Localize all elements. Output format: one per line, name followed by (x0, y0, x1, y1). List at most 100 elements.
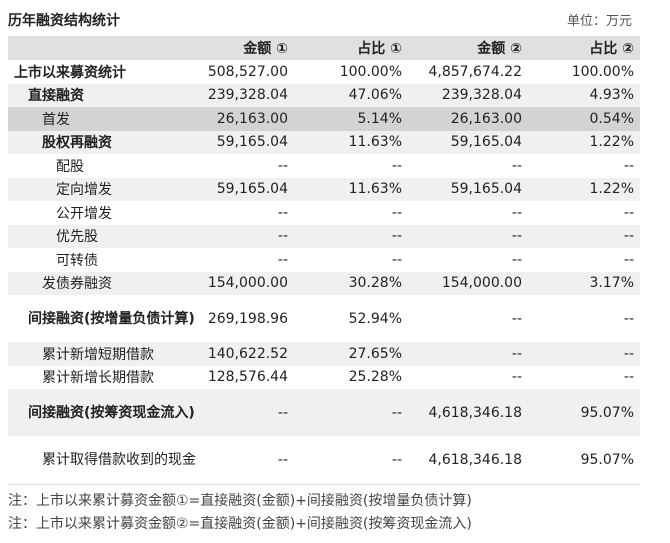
ratio-2-cell: -- (623, 251, 634, 268)
amount-1-cell: 269,198.96 (207, 310, 288, 327)
table-row: 累计新增长期借款 128,576.44 25.28% -- -- (8, 366, 640, 390)
row-label: 上市以来募资统计 (14, 64, 126, 81)
amount-2-cell: -- (511, 345, 522, 362)
amount-1-cell: 140,622.52 (207, 345, 288, 362)
row-label: 发债券融资 (42, 276, 112, 293)
footnote-1: 注：上市以来累计募资金额①=直接融资(金额)+间接融资(按增量负债计算) (8, 493, 472, 509)
amount-2-cell: 4,618,346.18 (428, 451, 522, 468)
ratio-1-cell: 47.06% (348, 87, 402, 104)
amount-2-cell: 154,000.00 (441, 275, 522, 292)
table-row-highlighted: 首发 26,163.00 5.14% 26,163.00 0.54% (8, 107, 640, 131)
amount-1-cell: -- (277, 228, 288, 245)
row-label: 配股 (56, 158, 84, 175)
column-header-ratio-1: 占比 ① (357, 41, 402, 57)
amount-1-cell: -- (277, 451, 288, 468)
ratio-1-cell: 25.28% (348, 369, 402, 386)
table-row: 上市以来募资统计 508,527.00 100.00% 4,857,674.22… (8, 60, 640, 84)
financing-structure-table: 金额 ① 占比 ① 金额 ② 占比 ② 上市以来募资统计 508,527.00 … (8, 36, 640, 483)
row-label: 股权再融资 (42, 135, 112, 152)
amount-2-cell: 4,618,346.18 (428, 404, 522, 421)
ratio-1-cell: 27.65% (348, 345, 402, 362)
ratio-2-cell: 4.93% (589, 87, 634, 104)
ratio-1-cell: -- (391, 451, 402, 468)
row-label: 间接融资(按筹资现金流入) (28, 404, 195, 421)
amount-1-cell: -- (277, 157, 288, 174)
ratio-1-cell: -- (391, 228, 402, 245)
amount-2-cell: -- (511, 157, 522, 174)
ratio-2-cell: 95.07% (580, 404, 634, 421)
ratio-1-cell: 100.00% (339, 63, 402, 80)
ratio-2-cell: -- (623, 228, 634, 245)
amount-1-cell: -- (277, 404, 288, 421)
row-label: 间接融资(按增量负债计算) (28, 310, 195, 327)
ratio-2-cell: 1.22% (589, 134, 634, 151)
amount-1-cell: 508,527.00 (207, 63, 288, 80)
ratio-1-cell: 52.94% (348, 310, 402, 327)
ratio-1-cell: 11.63% (348, 134, 402, 151)
row-label: 定向增发 (56, 182, 112, 199)
amount-1-cell: 128,576.44 (207, 369, 288, 386)
amount-1-cell: -- (277, 204, 288, 221)
row-label: 累计新增长期借款 (42, 370, 154, 387)
amount-2-cell: -- (511, 369, 522, 386)
table-row: 发债券融资 154,000.00 30.28% 154,000.00 3.17% (8, 271, 640, 295)
table-row: 定向增发 59,165.04 11.63% 59,165.04 1.22% (8, 177, 640, 201)
ratio-2-cell: -- (623, 310, 634, 327)
ratio-2-cell: 95.07% (580, 451, 634, 468)
amount-1-cell: 26,163.00 (216, 110, 288, 127)
amount-1-cell: 59,165.04 (216, 181, 288, 198)
amount-2-cell: -- (511, 251, 522, 268)
table-row: 间接融资(按筹资现金流入) -- -- 4,618,346.18 95.07% (8, 389, 640, 436)
footnotes: 注：上市以来累计募资金额①=直接融资(金额)+间接融资(按增量负债计算) 注：上… (8, 490, 472, 536)
amount-2-cell: -- (511, 228, 522, 245)
row-label: 首发 (42, 111, 70, 128)
table-row: 优先股 -- -- -- -- (8, 224, 640, 248)
ratio-1-cell: -- (391, 251, 402, 268)
amount-1-cell: -- (277, 251, 288, 268)
table-row: 直接融资 239,328.04 47.06% 239,328.04 4.93% (8, 83, 640, 107)
column-header-amount-2: 金额 ② (477, 41, 522, 57)
row-label: 直接融资 (28, 88, 84, 105)
amount-2-cell: 26,163.00 (450, 110, 522, 127)
column-header-amount-1: 金额 ① (243, 41, 288, 57)
ratio-2-cell: 1.22% (589, 181, 634, 198)
column-header-label (8, 36, 188, 60)
footnote-2: 注：上市以来累计募资金额②=直接融资(金额)+间接融资(按筹资现金流入) (8, 516, 472, 532)
amount-2-cell: 59,165.04 (450, 134, 522, 151)
table-row: 间接融资(按增量负债计算) 269,198.96 52.94% -- -- (8, 295, 640, 342)
column-header-row: 金额 ① 占比 ① 金额 ② 占比 ② (8, 36, 640, 60)
row-label: 公开增发 (56, 205, 112, 222)
notes-divider (8, 484, 640, 485)
table-row: 累计新增短期借款 140,622.52 27.65% -- -- (8, 342, 640, 366)
table-header-bar: 历年融资结构统计 单位：万元 (0, 0, 670, 36)
ratio-1-cell: 5.14% (357, 110, 402, 127)
amount-2-cell: 59,165.04 (450, 181, 522, 198)
ratio-2-cell: 100.00% (571, 63, 634, 80)
ratio-2-cell: -- (623, 204, 634, 221)
table-row: 累计取得借款收到的现金 -- -- 4,618,346.18 95.07% (8, 436, 640, 483)
ratio-1-cell: -- (391, 157, 402, 174)
row-label: 累计新增短期借款 (42, 346, 154, 363)
amount-1-cell: 239,328.04 (207, 87, 288, 104)
row-label: 优先股 (56, 229, 98, 246)
unit-label: 单位：万元 (566, 14, 632, 29)
ratio-2-cell: 3.17% (589, 275, 634, 292)
table-row: 股权再融资 59,165.04 11.63% 59,165.04 1.22% (8, 130, 640, 154)
amount-1-cell: 154,000.00 (207, 275, 288, 292)
ratio-2-cell: -- (623, 369, 634, 386)
ratio-2-cell: 0.54% (589, 110, 634, 127)
table-row: 配股 -- -- -- -- (8, 154, 640, 178)
amount-2-cell: -- (511, 310, 522, 327)
ratio-1-cell: -- (391, 204, 402, 221)
ratio-1-cell: -- (391, 404, 402, 421)
amount-2-cell: -- (511, 204, 522, 221)
ratio-1-cell: 11.63% (348, 181, 402, 198)
ratio-2-cell: -- (623, 345, 634, 362)
row-label: 累计取得借款收到的现金 (42, 451, 196, 468)
ratio-1-cell: 30.28% (348, 275, 402, 292)
column-header-ratio-2: 占比 ② (589, 41, 634, 57)
table-row: 可转债 -- -- -- -- (8, 248, 640, 272)
amount-1-cell: 59,165.04 (216, 134, 288, 151)
table-title: 历年融资结构统计 (8, 13, 120, 29)
amount-2-cell: 4,857,674.22 (428, 63, 522, 80)
